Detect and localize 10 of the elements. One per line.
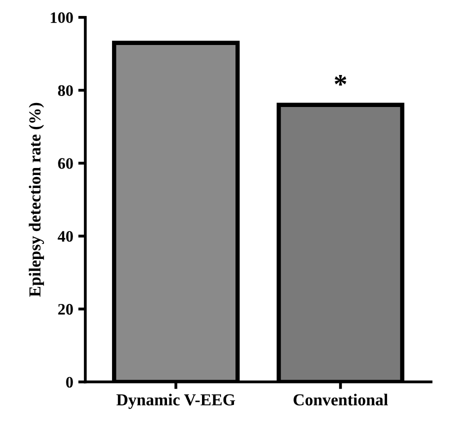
y-tick-label: 80 xyxy=(58,85,73,96)
y-tick-label: 100 xyxy=(50,12,73,24)
x-tick-label: Conventional xyxy=(294,394,388,406)
y-tick-label: 60 xyxy=(58,158,73,169)
x-tick-label: Dynamic V-EEG xyxy=(116,394,236,409)
y-axis-title: Epilepsy detection rate (%) xyxy=(28,102,44,297)
y-tick-label: 0 xyxy=(66,376,73,388)
y-tick-label: 20 xyxy=(58,304,73,315)
annotation: * xyxy=(334,75,346,86)
y-tick-label: 40 xyxy=(58,231,73,242)
